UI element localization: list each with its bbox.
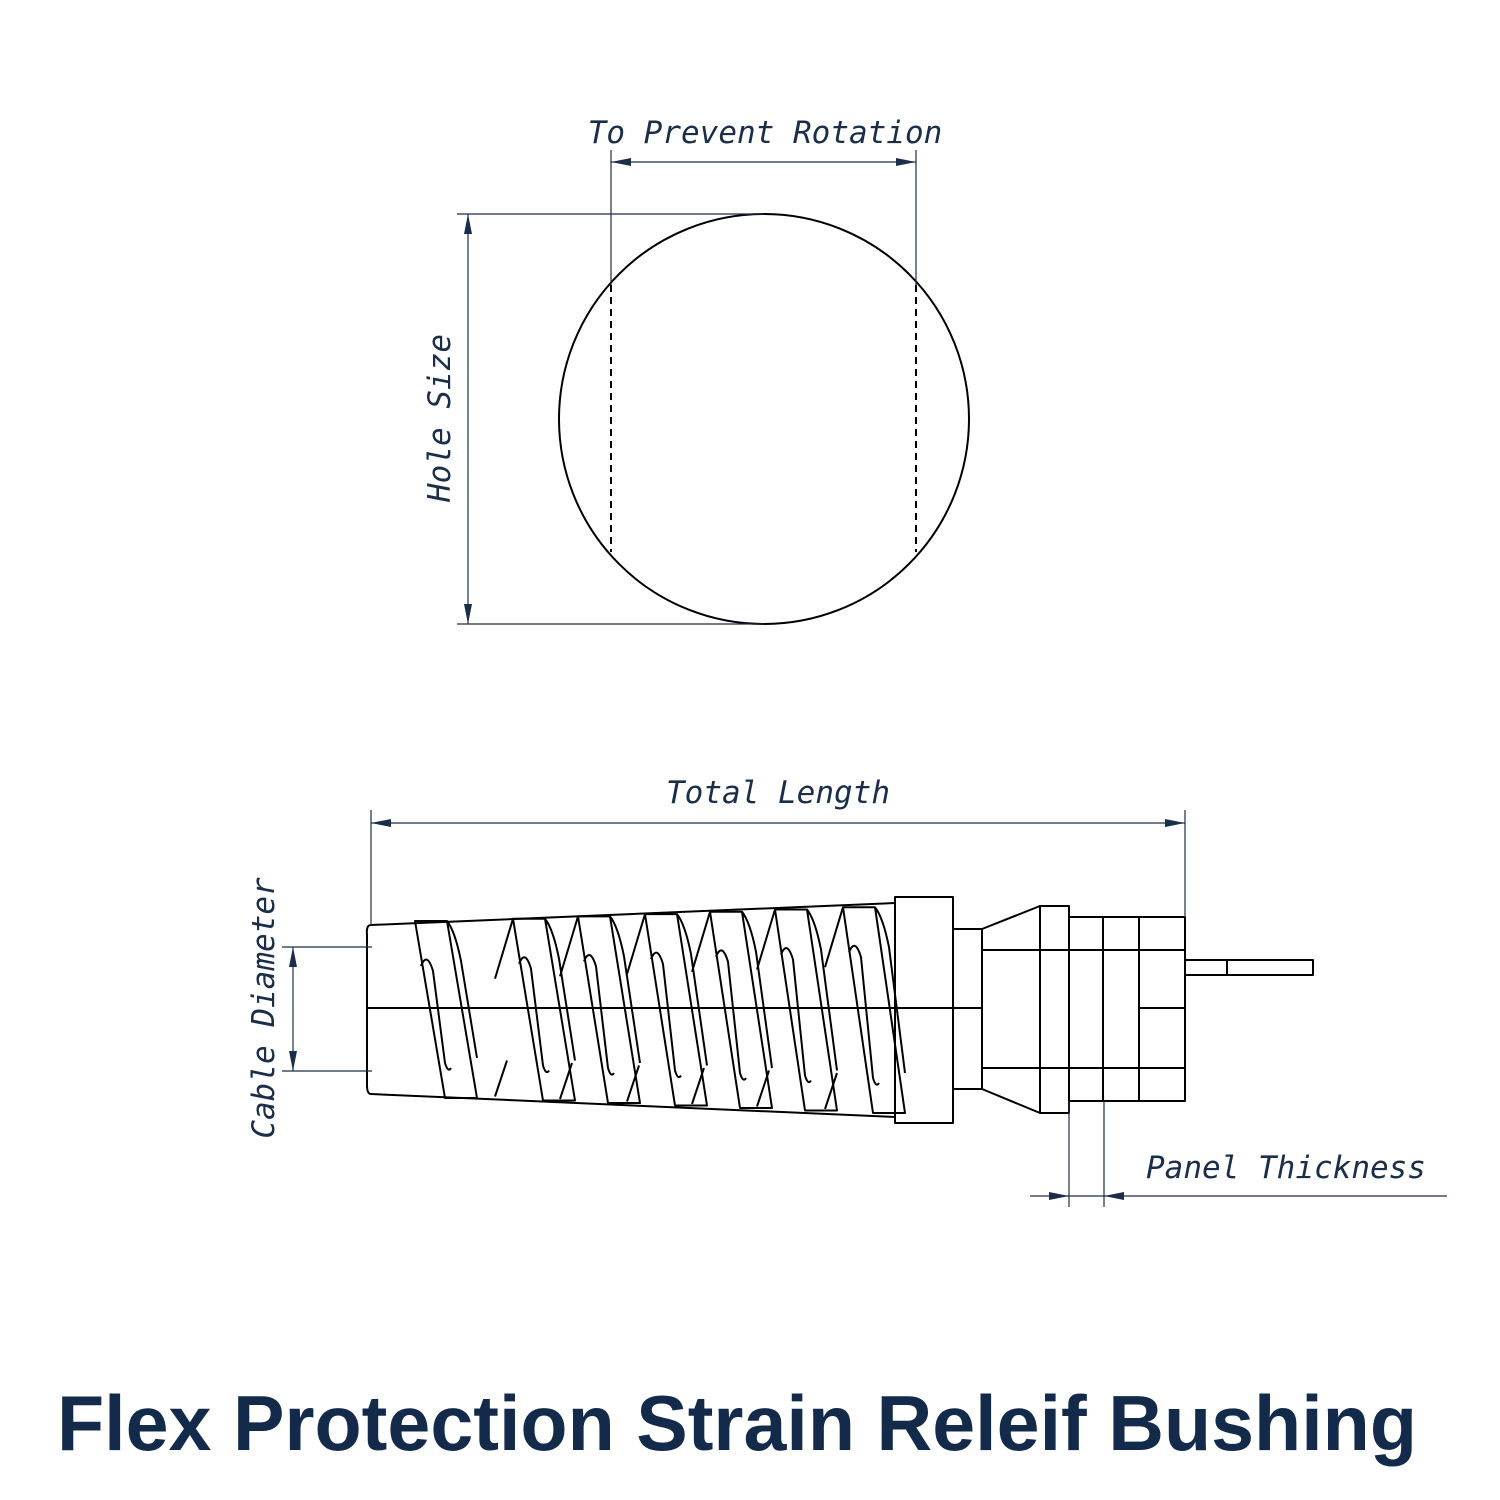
bushing-side-view <box>365 896 1314 1124</box>
helix-coils <box>414 906 906 1114</box>
cone <box>981 905 1041 1114</box>
prevent-rotation-label: To Prevent Rotation <box>588 115 943 151</box>
helix-coil <box>559 915 641 1104</box>
helix-coil <box>756 908 838 1112</box>
helix-coil <box>691 910 773 1109</box>
strain-relief-body <box>365 902 896 1118</box>
flange <box>894 896 954 1124</box>
hole-outline <box>558 213 970 625</box>
total-length-dimension: Total Length <box>370 775 1186 925</box>
arrow-icon <box>371 819 391 827</box>
arrow-icon <box>896 158 916 166</box>
page-title: Flex Protection Strain Releif Bushing <box>57 1379 1417 1467</box>
cable-diameter-dimension: Cable Diameter <box>246 877 372 1139</box>
arrow-icon <box>289 947 297 967</box>
nut <box>1039 905 1070 1114</box>
arrow-icon <box>611 158 631 166</box>
helix-coil <box>626 913 708 1107</box>
hole-view <box>558 213 970 625</box>
helix-coil <box>414 920 478 1099</box>
arrow-icon <box>464 604 472 624</box>
arrow-icon <box>1104 1192 1124 1200</box>
arrow-icon <box>464 214 472 234</box>
cable-diameter-label: Cable Diameter <box>246 877 282 1139</box>
arrow-icon <box>1049 1192 1069 1200</box>
arrow-icon <box>1165 819 1185 827</box>
total-length-label: Total Length <box>666 775 890 811</box>
helix-coil <box>824 906 906 1114</box>
panel-thickness-label: Panel Thickness <box>1146 1150 1426 1186</box>
arrow-icon <box>289 1051 297 1071</box>
panel-thickness-dimension: Panel Thickness <box>1030 1101 1447 1207</box>
helix-coil <box>494 917 576 1102</box>
pin <box>1184 959 1314 976</box>
prevent-rotation-dimension: To Prevent Rotation <box>588 115 943 285</box>
hole-size-label: Hole Size <box>422 334 458 503</box>
hole-size-dimension: Hole Size <box>422 213 764 625</box>
